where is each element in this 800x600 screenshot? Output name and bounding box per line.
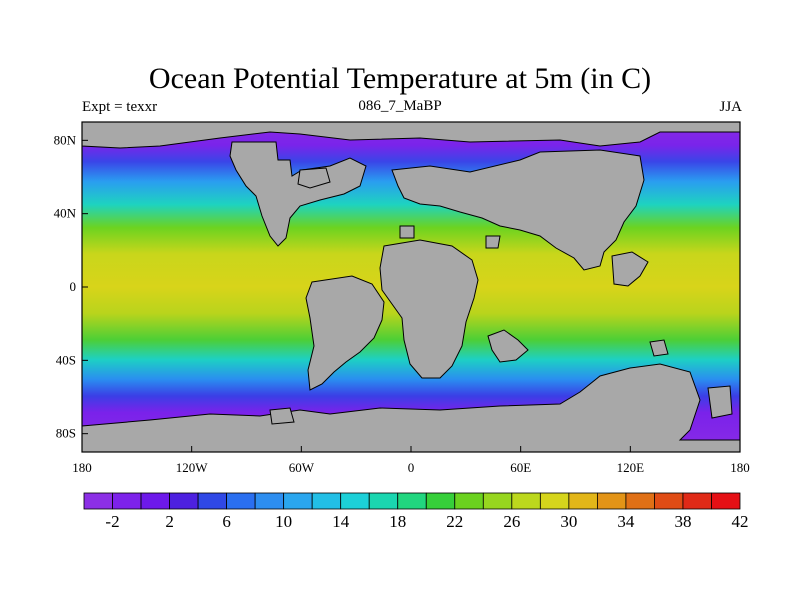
colorbar-swatch — [539, 492, 570, 510]
land-north-america — [229, 141, 367, 247]
colorbar-swatch — [568, 492, 598, 510]
season-label: JJA — [719, 99, 742, 115]
land-fragment — [649, 339, 669, 357]
colorbar-label: 2 — [165, 512, 174, 531]
colorbar-swatch — [425, 492, 456, 510]
x-tick-label: 120W — [176, 460, 209, 475]
land-fragment — [485, 235, 501, 249]
colorbar-swatch — [368, 492, 399, 510]
y-tick-label: 80S — [56, 426, 76, 441]
colorbar-swatch — [625, 492, 655, 510]
run-label: 086_7_MaBP — [358, 98, 442, 114]
land-africa — [379, 239, 479, 379]
colorbar-swatch — [311, 492, 342, 510]
y-tick-label: 80N — [54, 132, 77, 147]
colorbar-swatch — [140, 492, 170, 510]
colorbar-label: 14 — [332, 512, 350, 531]
colorbar-label: 30 — [560, 512, 577, 531]
land-india — [487, 329, 529, 363]
colorbar-label: 42 — [732, 512, 749, 531]
colorbar-label: -2 — [105, 512, 119, 531]
land-greenland — [297, 167, 331, 189]
y-tick-label: 40N — [54, 206, 77, 221]
colorbar-swatch — [454, 492, 484, 510]
colorbar-swatch — [254, 492, 285, 510]
experiment-label: Expt = texxr — [82, 99, 158, 115]
y-tick-label: 40S — [56, 352, 76, 367]
land-eurasia — [391, 149, 645, 271]
colorbar-swatch — [169, 492, 199, 510]
x-tick-label: 60W — [289, 460, 315, 475]
land-fragment — [399, 225, 415, 239]
land-fragment — [269, 407, 295, 425]
colorbar-label: 18 — [389, 512, 406, 531]
colorbar-swatch — [711, 492, 741, 510]
colorbar-label: 38 — [674, 512, 691, 531]
land-south-america — [305, 275, 385, 391]
land-fragment — [707, 385, 733, 419]
chart-title: Ocean Potential Temperature at 5m (in C) — [148, 62, 652, 95]
x-tick-label: 0 — [408, 460, 415, 475]
colorbar-swatch — [283, 492, 313, 510]
colorbar-swatch — [83, 492, 113, 510]
colorbar-swatch — [482, 492, 513, 510]
colorbar-swatch — [397, 492, 427, 510]
x-tick-label: 60E — [510, 460, 531, 475]
x-tick-label: 120E — [617, 460, 645, 475]
y-axis: 80N 40N 0 40S 80S — [54, 132, 88, 441]
colorbar-swatch — [654, 492, 684, 510]
colorbar-label: 6 — [222, 512, 231, 531]
x-tick-label: 180 — [72, 460, 92, 475]
colorbar: -2 2 6 10 14 18 22 26 30 34 38 42 — [83, 492, 749, 531]
land-australia — [611, 251, 649, 287]
colorbar-label: 26 — [503, 512, 520, 531]
colorbar-label: 34 — [617, 512, 635, 531]
land-masses — [81, 121, 741, 453]
colorbar-label: 22 — [446, 512, 463, 531]
colorbar-swatch — [112, 492, 142, 510]
colorbar-swatch — [226, 492, 256, 510]
colorbar-swatch — [596, 492, 627, 510]
land-arctic — [81, 121, 741, 149]
colorbar-swatch — [340, 492, 370, 510]
x-axis: 180 120W 60W 0 60E 120E 180 — [72, 446, 750, 475]
colorbar-swatch — [511, 492, 541, 510]
colorbar-swatch — [682, 492, 712, 510]
colorbar-label: 10 — [275, 512, 292, 531]
colorbar-swatch — [197, 492, 228, 510]
y-tick-label: 0 — [70, 279, 77, 294]
x-tick-label: 180 — [730, 460, 750, 475]
